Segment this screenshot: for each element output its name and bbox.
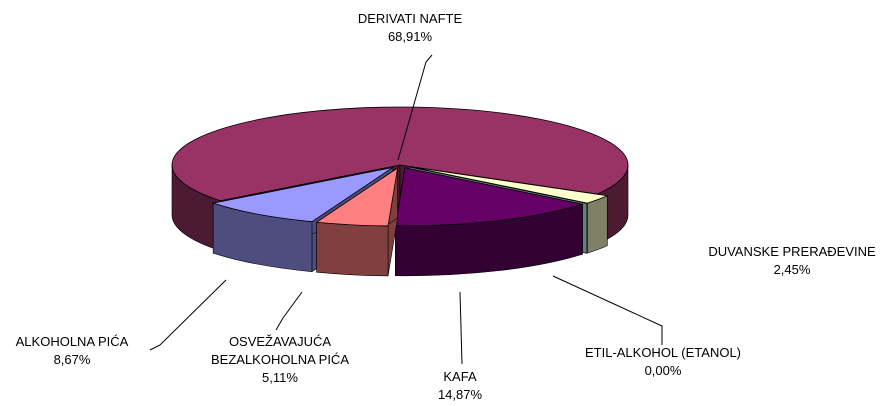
slice xyxy=(394,167,585,227)
value-label: 0,00% xyxy=(644,363,682,378)
slice-label: OSVEŽAVAJUĆA BEZALKOHOLNA PIĆA 5,11% xyxy=(190,333,370,387)
slice-wall xyxy=(316,221,389,277)
leader-lines xyxy=(149,54,663,365)
value-label: 5,11% xyxy=(262,370,298,385)
leader-line xyxy=(275,291,303,331)
slice-label: ALKOHOLNA PIĆA 8,67% xyxy=(2,333,142,369)
leader-line xyxy=(149,279,227,351)
leader-line xyxy=(397,54,433,161)
category-label: ETIL-ALKOHOL (ETANOL) xyxy=(584,345,742,360)
category-label: KAFA xyxy=(443,369,477,384)
value-label: 68,91% xyxy=(387,29,433,44)
leader-line xyxy=(459,291,463,365)
slice-label: DUVANSKE PRERAĐEVINE 2,45% xyxy=(692,243,892,279)
slices xyxy=(171,106,629,277)
value-label: 14,87% xyxy=(437,387,483,402)
value-label: 2,45% xyxy=(773,262,811,277)
value-label: 8,67% xyxy=(53,352,91,367)
slice-wall xyxy=(587,195,608,254)
slice xyxy=(409,166,587,204)
slice xyxy=(315,167,399,227)
slice-label: ETIL-ALKOHOL (ETANOL) 0,00% xyxy=(553,344,773,380)
slice-label: DERIVATI NAFTE 68,91% xyxy=(330,10,490,46)
category-label: DUVANSKE PRERAĐEVINE xyxy=(708,244,876,259)
category-label: OSVEŽAVAJUĆA BEZALKOHOLNA PIĆA xyxy=(211,334,349,367)
leader-line xyxy=(552,275,663,345)
slice xyxy=(409,166,609,204)
slice xyxy=(211,167,394,223)
category-label: ALKOHOLNA PIĆA xyxy=(15,334,129,349)
slice-label: KAFA 14,87% xyxy=(410,368,510,404)
category-label: DERIVATI NAFTE xyxy=(357,11,463,26)
